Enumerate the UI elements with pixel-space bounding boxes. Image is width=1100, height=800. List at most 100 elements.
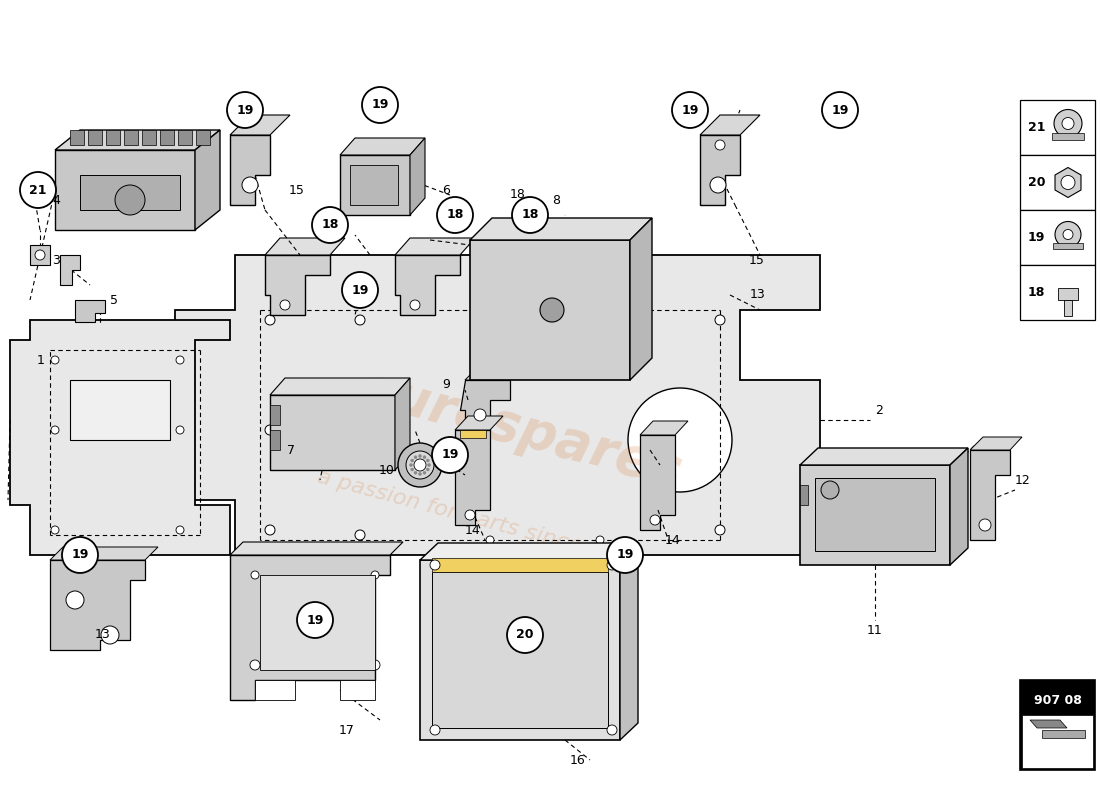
Polygon shape [10,320,230,555]
Circle shape [414,456,417,458]
Circle shape [512,197,548,233]
Bar [260,575,375,670]
Text: 5: 5 [110,294,118,306]
Circle shape [312,207,348,243]
Circle shape [227,92,263,128]
Polygon shape [1030,720,1067,728]
Polygon shape [270,395,395,470]
Polygon shape [340,680,375,700]
Polygon shape [255,680,295,700]
Polygon shape [465,367,522,380]
Polygon shape [230,115,290,135]
Circle shape [409,463,412,466]
Text: 4: 4 [52,194,59,206]
Bar [1052,133,1084,139]
Circle shape [710,177,726,193]
Polygon shape [265,238,345,255]
Polygon shape [106,130,120,145]
Circle shape [362,87,398,123]
Text: a passion for parts since 1965: a passion for parts since 1965 [315,467,645,573]
Circle shape [596,326,604,334]
Text: 9: 9 [442,378,450,391]
Circle shape [418,454,421,458]
Bar [1020,680,1094,770]
Circle shape [486,536,494,544]
Circle shape [410,468,414,471]
Bar [432,572,608,728]
Polygon shape [196,130,210,145]
Circle shape [176,356,184,364]
Circle shape [355,530,365,540]
Polygon shape [75,300,104,322]
Text: 1: 1 [37,354,45,366]
Circle shape [35,250,45,260]
Circle shape [427,459,429,462]
Bar [1022,715,1093,768]
Polygon shape [700,115,760,135]
Circle shape [424,471,426,474]
Circle shape [51,356,59,364]
Circle shape [650,515,660,525]
Polygon shape [950,448,968,565]
Text: 14: 14 [464,523,480,537]
Polygon shape [270,430,280,450]
Text: 18: 18 [321,218,339,231]
Text: 6: 6 [442,183,450,197]
Polygon shape [620,543,638,740]
Polygon shape [340,155,410,215]
Circle shape [251,571,258,579]
Circle shape [20,172,56,208]
Circle shape [715,140,725,150]
Circle shape [424,456,426,458]
Circle shape [265,525,275,535]
Text: 21: 21 [1028,121,1045,134]
Text: 13: 13 [749,289,764,302]
Polygon shape [265,255,330,315]
Text: 8: 8 [552,194,560,206]
Circle shape [672,92,708,128]
Circle shape [474,409,486,421]
Circle shape [596,536,604,544]
Polygon shape [230,542,403,555]
Circle shape [979,519,991,531]
Polygon shape [970,450,1010,540]
Circle shape [406,451,434,479]
Circle shape [280,300,290,310]
Circle shape [437,197,473,233]
Bar [815,478,935,551]
Circle shape [432,437,468,473]
Polygon shape [270,405,280,425]
Text: 19: 19 [236,103,254,117]
Polygon shape [700,135,740,205]
Polygon shape [420,560,620,740]
Polygon shape [455,430,490,525]
Bar [1020,265,1094,320]
Polygon shape [60,255,80,285]
Circle shape [297,602,333,638]
Text: 18: 18 [521,209,539,222]
Text: 19: 19 [351,283,369,297]
Text: 18: 18 [510,189,526,202]
Circle shape [410,459,414,462]
Circle shape [370,660,379,670]
Text: 19: 19 [72,549,89,562]
Polygon shape [230,555,390,700]
Text: 13: 13 [95,629,110,642]
Text: 19: 19 [306,614,323,626]
Text: 7: 7 [287,443,295,457]
Polygon shape [175,255,819,555]
Polygon shape [395,378,410,470]
Bar [1020,155,1094,210]
Polygon shape [420,543,638,560]
Text: 2: 2 [874,403,883,417]
Polygon shape [640,435,675,530]
Polygon shape [124,130,138,145]
Text: eurospares: eurospares [352,362,688,498]
Circle shape [540,298,564,322]
Text: 15: 15 [289,183,305,197]
Text: 17: 17 [339,723,355,737]
Text: 19: 19 [616,549,634,562]
Polygon shape [460,380,510,430]
Polygon shape [395,255,460,315]
Polygon shape [55,150,195,230]
